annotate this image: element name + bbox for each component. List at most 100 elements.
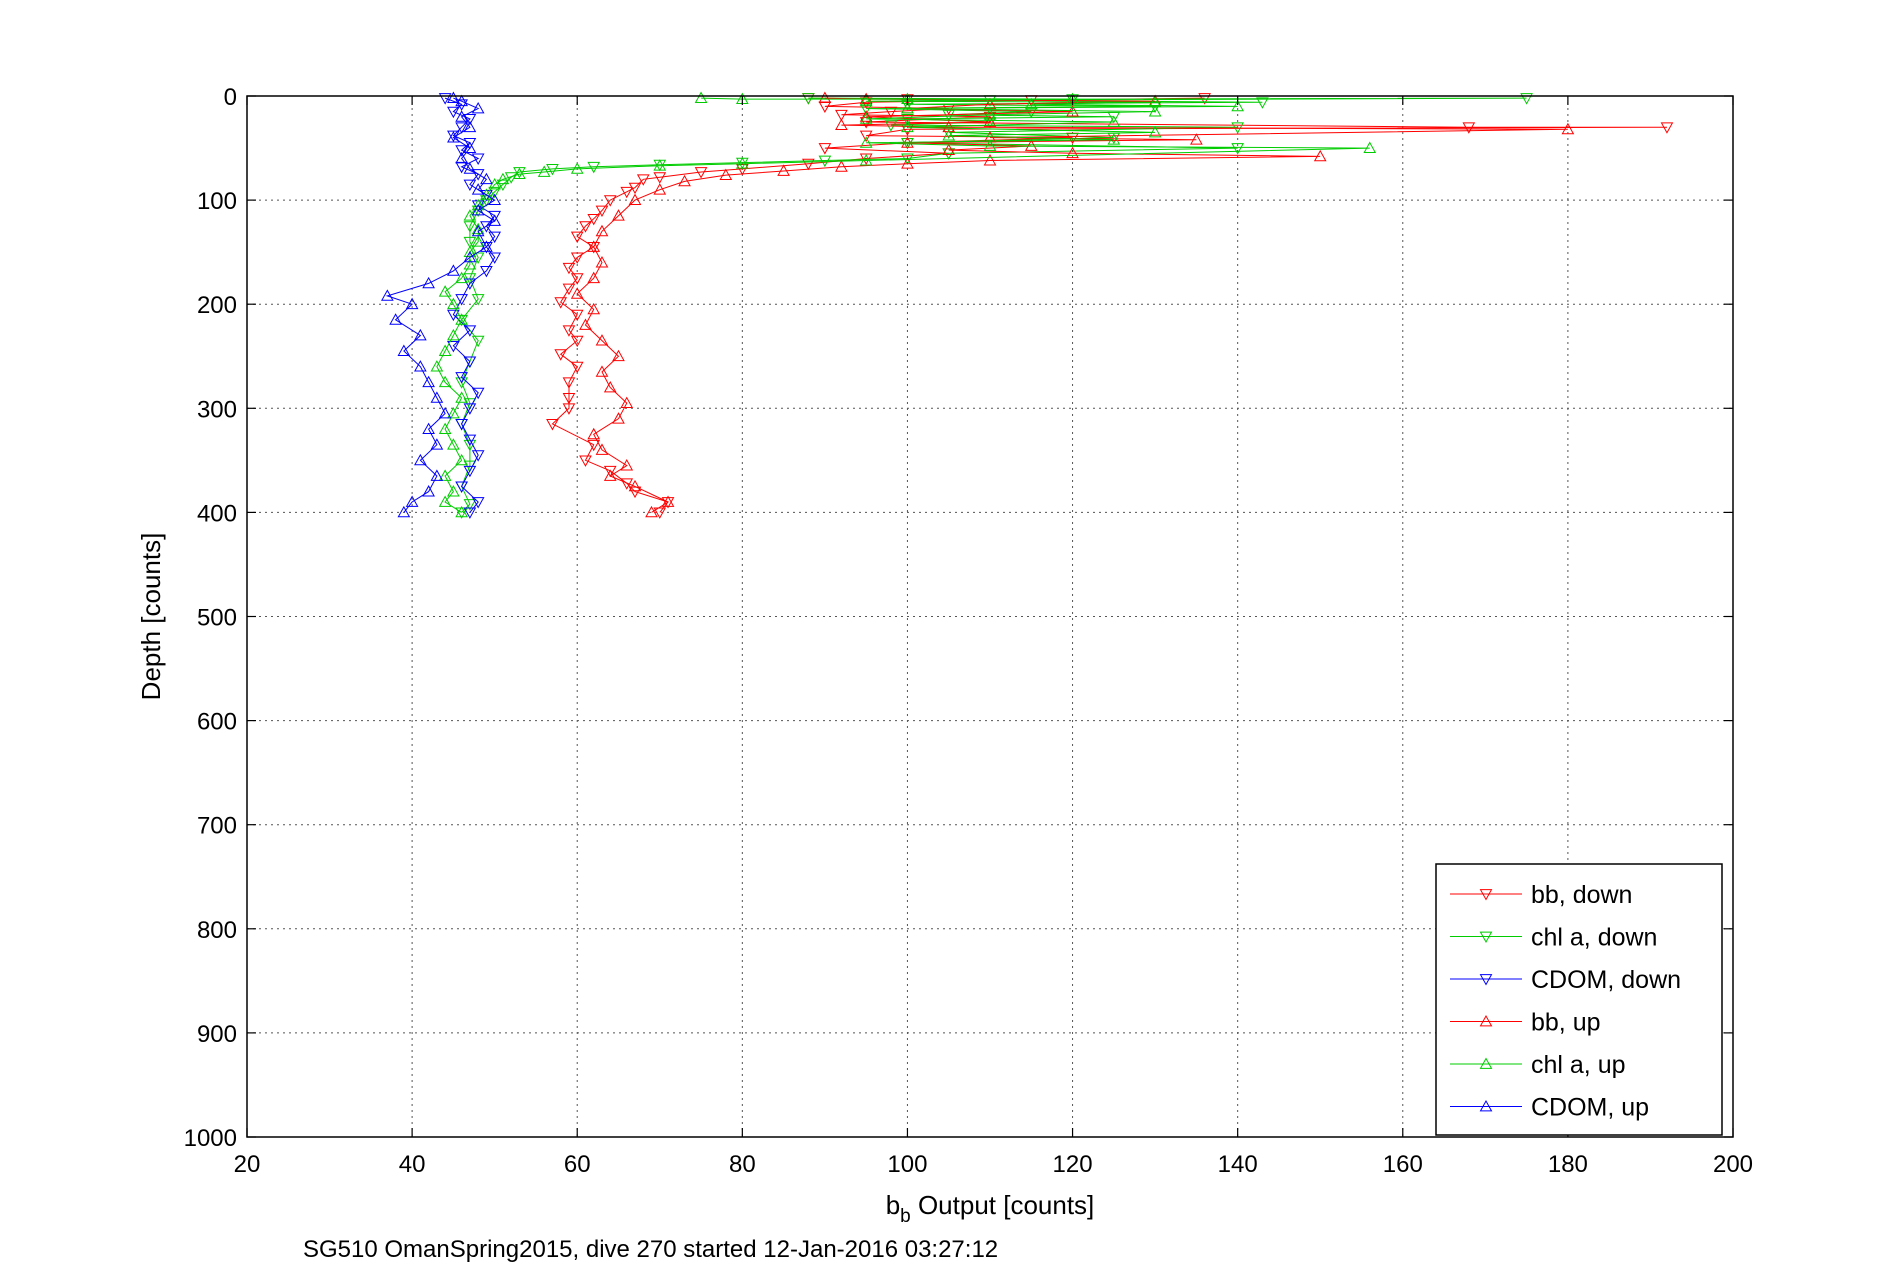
data-point	[480, 172, 493, 185]
data-point	[463, 179, 477, 192]
data-point	[983, 154, 997, 166]
y-axis-label: Depth [counts]	[136, 533, 166, 701]
data-point	[1107, 133, 1121, 145]
data-point	[595, 224, 609, 237]
data-point	[438, 406, 452, 419]
data-point	[455, 481, 468, 493]
data-point	[835, 160, 848, 172]
series-line	[385, 97, 496, 513]
data-point	[653, 183, 667, 195]
data-point	[818, 143, 832, 155]
legend-label: bb, up	[1531, 1009, 1601, 1037]
series-line	[436, 97, 1370, 513]
data-point	[471, 497, 485, 509]
data-point	[587, 161, 601, 174]
data-point	[1520, 93, 1533, 105]
data-point	[447, 328, 460, 341]
y-tick-label: 0	[224, 84, 237, 111]
data-point	[471, 387, 485, 400]
data-point	[884, 106, 898, 119]
x-tick-label: 180	[1548, 1151, 1588, 1178]
data-point	[595, 205, 609, 218]
data-point	[438, 469, 452, 481]
data-point	[603, 465, 617, 478]
data-point	[579, 221, 592, 233]
data-point	[471, 450, 485, 462]
data-point	[463, 258, 477, 270]
x-tick-label: 20	[234, 1151, 261, 1178]
data-point	[471, 153, 485, 165]
data-point	[438, 422, 452, 435]
data-point	[628, 182, 642, 195]
data-point	[859, 117, 873, 129]
data-point	[546, 163, 559, 176]
data-point	[620, 186, 634, 199]
data-point	[447, 438, 460, 450]
data-point	[455, 505, 468, 518]
data-point	[488, 193, 502, 205]
data-point	[397, 505, 411, 518]
y-tick-label: 600	[197, 709, 237, 736]
x-tick-label: 120	[1053, 1151, 1093, 1178]
data-point	[480, 189, 493, 202]
data-point	[1148, 95, 1162, 108]
data-point	[463, 499, 477, 511]
data-point	[562, 377, 576, 389]
legend-label: CDOM, up	[1531, 1094, 1649, 1122]
data-point	[645, 505, 658, 518]
legend-box	[1435, 863, 1723, 1136]
data-point	[595, 443, 609, 455]
data-point	[463, 250, 477, 263]
data-point	[1190, 133, 1203, 145]
data-point	[859, 154, 873, 166]
data-point	[471, 335, 485, 348]
data-point	[777, 164, 790, 176]
data-point	[463, 120, 477, 133]
data-point	[661, 495, 675, 507]
data-point	[1313, 149, 1327, 162]
data-point	[488, 214, 502, 226]
data-point	[463, 356, 477, 368]
data-point	[603, 195, 617, 207]
data-point	[471, 101, 485, 114]
data-point	[447, 406, 460, 419]
data-point	[562, 283, 576, 296]
data-point	[562, 325, 576, 337]
data-point	[678, 174, 691, 187]
legend-label: chl a, up	[1531, 1051, 1626, 1079]
data-point	[570, 252, 584, 264]
data-point	[463, 162, 477, 174]
x-axis-label: bb Output [counts]	[886, 1190, 1095, 1227]
legend-marker	[1479, 1057, 1493, 1069]
data-point	[554, 349, 568, 361]
data-point	[983, 115, 997, 127]
data-point	[983, 108, 997, 120]
data-point	[488, 252, 502, 264]
data-point	[595, 256, 609, 268]
legend-marker	[1479, 1014, 1493, 1027]
data-point	[735, 163, 749, 176]
y-tick-label: 500	[197, 605, 237, 632]
data-point	[587, 240, 601, 252]
data-point	[859, 103, 873, 116]
legend-entry: chl a, down	[1450, 924, 1657, 952]
data-point	[471, 169, 485, 181]
data-point	[463, 236, 477, 249]
data-point	[802, 158, 815, 171]
series-cdom-up	[380, 91, 502, 518]
data-point	[579, 455, 592, 467]
data-point	[496, 172, 510, 185]
data-point	[570, 361, 584, 374]
data-point	[447, 131, 460, 143]
data-point	[422, 485, 435, 497]
data-point	[422, 276, 435, 289]
data-point	[397, 344, 411, 356]
data-point	[463, 434, 477, 447]
data-point	[835, 109, 848, 122]
data-point	[628, 193, 642, 205]
x-tick-label: 140	[1218, 1151, 1258, 1178]
data-point	[438, 495, 452, 507]
data-point	[480, 221, 493, 233]
data-point	[570, 309, 584, 322]
data-point	[1363, 141, 1377, 153]
